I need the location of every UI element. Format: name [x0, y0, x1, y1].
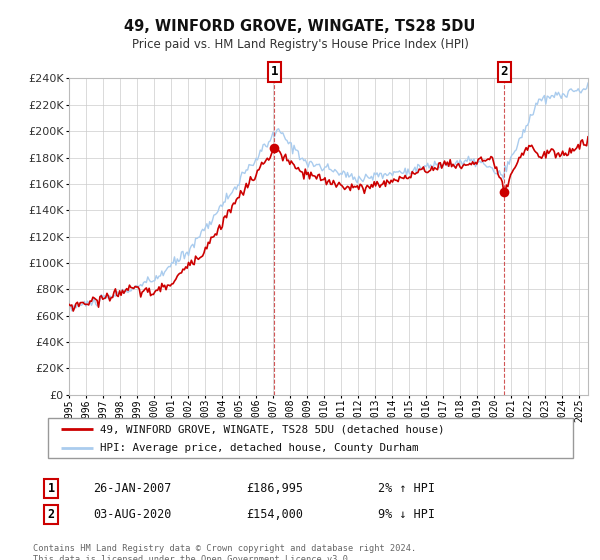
Text: HPI: Average price, detached house, County Durham: HPI: Average price, detached house, Coun… [101, 442, 419, 452]
Text: Price paid vs. HM Land Registry's House Price Index (HPI): Price paid vs. HM Land Registry's House … [131, 38, 469, 52]
Text: 9% ↓ HPI: 9% ↓ HPI [378, 507, 435, 521]
Text: 1: 1 [47, 482, 55, 495]
Text: 49, WINFORD GROVE, WINGATE, TS28 5DU (detached house): 49, WINFORD GROVE, WINGATE, TS28 5DU (de… [101, 424, 445, 434]
Text: 2: 2 [47, 507, 55, 521]
Text: £154,000: £154,000 [246, 507, 303, 521]
Text: 1: 1 [271, 66, 278, 78]
Text: Contains HM Land Registry data © Crown copyright and database right 2024.
This d: Contains HM Land Registry data © Crown c… [33, 544, 416, 560]
Text: 03-AUG-2020: 03-AUG-2020 [93, 507, 172, 521]
Text: 2% ↑ HPI: 2% ↑ HPI [378, 482, 435, 495]
Text: 26-JAN-2007: 26-JAN-2007 [93, 482, 172, 495]
Text: 2: 2 [500, 66, 508, 78]
Text: 49, WINFORD GROVE, WINGATE, TS28 5DU: 49, WINFORD GROVE, WINGATE, TS28 5DU [124, 20, 476, 34]
Text: £186,995: £186,995 [246, 482, 303, 495]
